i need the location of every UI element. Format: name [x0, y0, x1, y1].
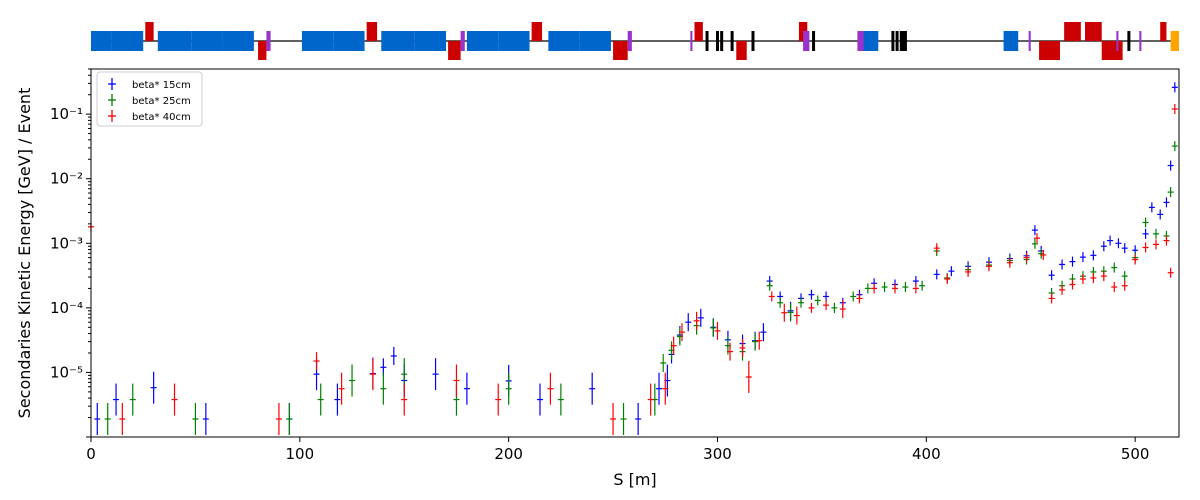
dipole-magnet — [414, 31, 447, 51]
series-3 — [88, 104, 1178, 436]
sextupole-magnet — [803, 31, 810, 51]
collimator — [720, 31, 724, 51]
legend-entry: beta* 25cm — [132, 96, 191, 107]
x-tick-label: 500 — [1121, 445, 1150, 463]
y-tick-label: 10⁻³ — [50, 234, 83, 252]
y-tick-label: 10⁻² — [50, 170, 83, 188]
dipole-magnet — [498, 31, 530, 51]
dipole-magnet — [91, 31, 112, 51]
sextupole-magnet — [627, 31, 632, 51]
collimator — [899, 31, 903, 51]
dipole-magnet — [111, 31, 144, 51]
collimator — [895, 31, 899, 51]
dipole-magnet — [861, 31, 879, 51]
x-tick-label: 0 — [86, 445, 96, 463]
y-tick-label: 10⁻⁵ — [50, 363, 83, 381]
collimator — [891, 31, 895, 51]
sextupole-magnet — [1028, 31, 1031, 51]
sextupole-magnet — [460, 31, 465, 51]
legend: beta* 15cm beta* 25cm beta* 40cm — [96, 71, 203, 127]
dipole-magnet — [548, 31, 580, 51]
collimator — [705, 31, 709, 51]
y-axis-label: Secondaries Kinetic Energy [GeV] / Event — [15, 88, 34, 419]
quadrupole-magnet — [1160, 22, 1167, 41]
quadrupole-magnet — [366, 22, 378, 41]
collimator — [812, 31, 816, 51]
dipole-magnet — [381, 31, 415, 51]
quadrupole-magnet — [694, 22, 703, 41]
sextupole-magnet — [690, 31, 693, 51]
quadrupole-magnet — [145, 22, 154, 41]
y-tick-label: 10⁻⁴ — [50, 299, 83, 317]
x-axis-label: S [m] — [613, 470, 656, 489]
x-tick-label: 400 — [912, 445, 941, 463]
beamline-synoptic — [91, 22, 1179, 60]
quadrupole-magnet — [448, 41, 461, 60]
sextupole-magnet — [857, 31, 864, 51]
axes-frame — [90, 68, 1180, 438]
quadrupole-magnet — [258, 41, 267, 60]
dipole-magnet — [222, 31, 254, 51]
dipole-magnet — [301, 31, 334, 51]
sextupole-magnet — [1116, 31, 1119, 51]
collimator — [1127, 31, 1131, 51]
dipole-magnet — [191, 31, 223, 51]
y-axis-ticks: 10⁻⁵ 10⁻⁴ 10⁻³ 10⁻² 10⁻¹ — [50, 68, 91, 438]
collimator — [901, 31, 905, 51]
dipole-magnet — [466, 31, 499, 51]
x-tick-label: 300 — [703, 445, 732, 463]
collimator — [751, 31, 755, 51]
collimator — [715, 31, 719, 51]
collimator — [730, 31, 734, 51]
dipole-magnet — [1003, 31, 1019, 51]
rf-cavity — [1170, 31, 1179, 51]
series-2 — [104, 141, 1178, 436]
x-tick-label: 200 — [494, 445, 523, 463]
quadrupole-magnet — [1101, 41, 1123, 60]
quadrupole-magnet — [531, 22, 543, 41]
x-tick-label: 100 — [286, 445, 315, 463]
legend-entry: beta* 40cm — [132, 112, 191, 123]
dipole-magnet — [333, 31, 365, 51]
quadrupole-magnet — [1039, 41, 1060, 60]
quadrupole-magnet — [613, 41, 628, 60]
quadrupole-magnet — [736, 41, 747, 60]
quadrupole-magnet — [1085, 22, 1102, 41]
sextupole-magnet — [1139, 31, 1142, 51]
plot-area: 0 100 200 300 400 500 10⁻⁵ 10⁻⁴ 10⁻³ 10⁻² 10⁻¹ S … — [15, 68, 1180, 489]
dipole-magnet — [579, 31, 611, 51]
legend-entry: beta* 15cm — [132, 80, 191, 91]
collimator — [903, 31, 907, 51]
y-tick-label: 10⁻¹ — [50, 105, 83, 123]
sextupole-magnet — [266, 31, 271, 51]
dipole-magnet — [157, 31, 192, 51]
quadrupole-magnet — [1064, 22, 1081, 41]
data-points — [88, 82, 1178, 436]
series-1 — [94, 82, 1178, 436]
legend-box — [96, 71, 203, 127]
x-axis-ticks: 0 100 200 300 400 500 — [86, 437, 1149, 463]
